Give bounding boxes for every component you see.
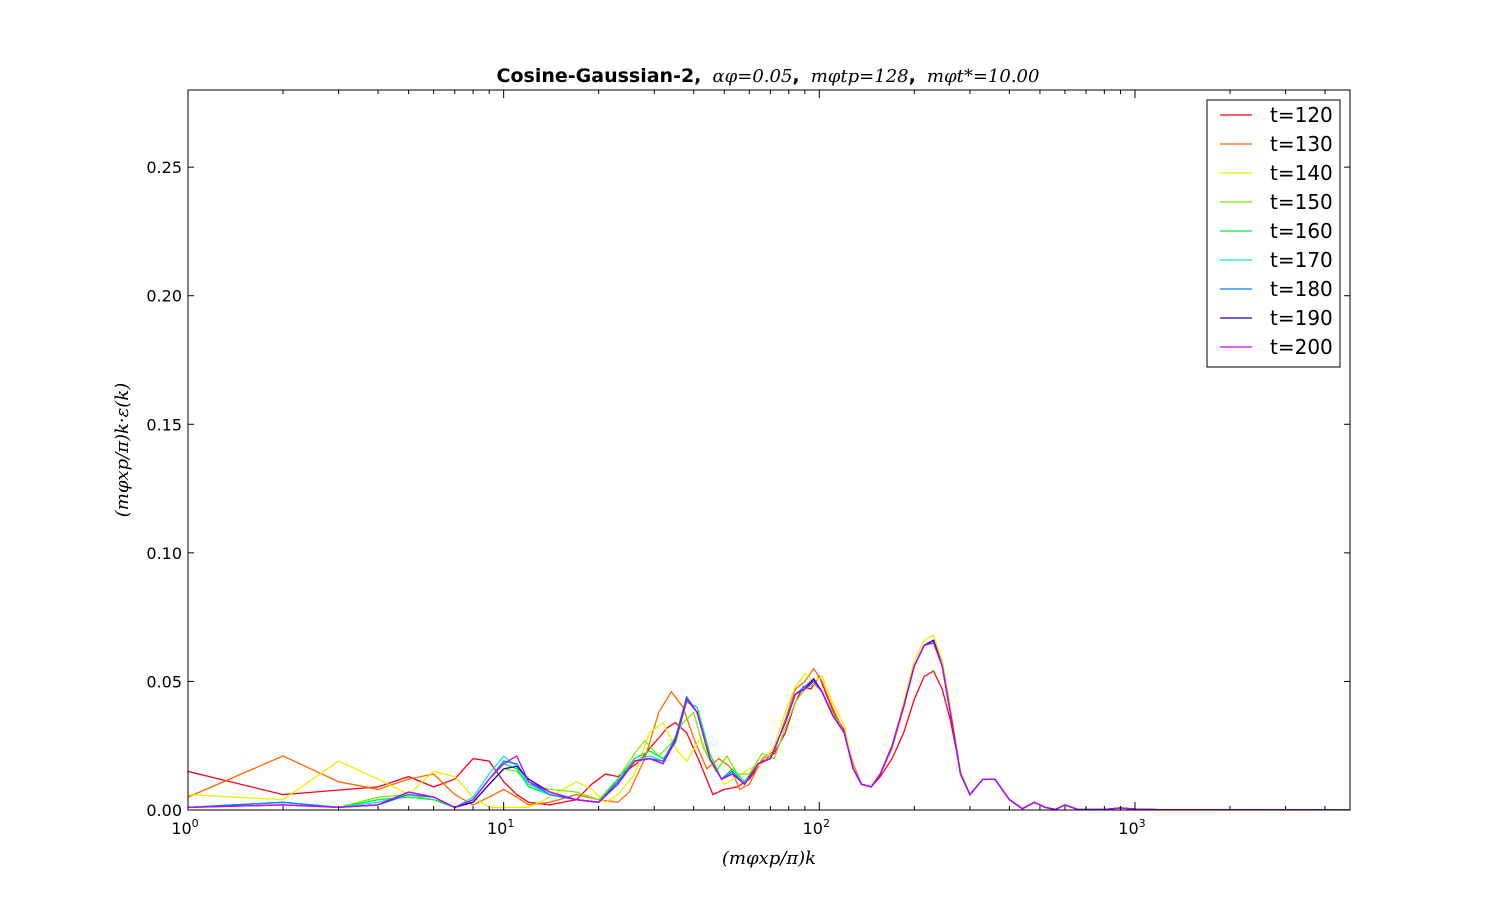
series-line-1 <box>188 639 1350 810</box>
x-axis-label: (mφxp/π)k <box>722 848 816 869</box>
y-tick-label-2: 0.10 <box>146 544 182 563</box>
legend-label-0: t=120 <box>1270 103 1333 127</box>
legend-label-4: t=160 <box>1270 219 1333 243</box>
legend-label-8: t=200 <box>1270 335 1333 359</box>
legend-entries: t=120 t=130 t=140 t=150 t=160 t=170 t=180 t=190… <box>1220 103 1333 359</box>
legend-label-7: t=190 <box>1270 306 1333 330</box>
title-param-tp: mφtp=128 <box>811 66 909 87</box>
chart-title: Cosine-Gaussian-2, αφ=0.05, mφtp=128, mφ… <box>497 65 1040 87</box>
y-tick-label-0: 0.00 <box>146 801 182 820</box>
legend-label-1: t=130 <box>1270 132 1333 156</box>
series-line-8 <box>188 642 1350 810</box>
series-line-7 <box>188 639 1350 810</box>
legend-label-3: t=150 <box>1270 190 1333 214</box>
y-tick-label-5: 0.25 <box>146 158 182 177</box>
series-layer <box>188 634 1350 810</box>
x-tick-label-0: 100 <box>171 817 198 838</box>
legend-label-2: t=140 <box>1270 161 1333 185</box>
y-tick-label-4: 0.20 <box>146 287 182 306</box>
legend: t=120 t=130 t=140 t=150 t=160 t=170 t=180 t=190… <box>1206 99 1341 368</box>
series-line-6 <box>188 639 1350 810</box>
ticks-layer: 0.00 0.05 0.10 0.15 0.20 0.25 100 101 102 103 <box>146 90 1350 838</box>
title-sep-2: , <box>909 65 916 87</box>
title-param-alpha: αφ=0.05 <box>713 66 793 87</box>
plot-frame <box>187 89 1351 811</box>
legend-label-5: t=170 <box>1270 248 1333 272</box>
series-line-5 <box>188 639 1350 810</box>
series-line-2 <box>188 634 1350 810</box>
title-param-tstar: mφt*=10.00 <box>927 66 1040 87</box>
y-tick-label-1: 0.05 <box>146 672 182 691</box>
x-tick-label-1: 101 <box>487 817 514 838</box>
y-axis-label: (mφxp/π)k·ε(k) <box>112 383 133 518</box>
title-name: Cosine-Gaussian-2, <box>497 65 702 87</box>
series-line-3 <box>188 639 1350 810</box>
series-line-4 <box>188 639 1350 810</box>
x-tick-label-3: 103 <box>1118 817 1145 838</box>
series-line-0 <box>188 670 1350 810</box>
legend-label-6: t=180 <box>1270 277 1333 301</box>
y-tick-label-3: 0.15 <box>146 415 182 434</box>
title-sep-1: , <box>792 65 799 87</box>
x-tick-label-2: 102 <box>803 817 830 838</box>
